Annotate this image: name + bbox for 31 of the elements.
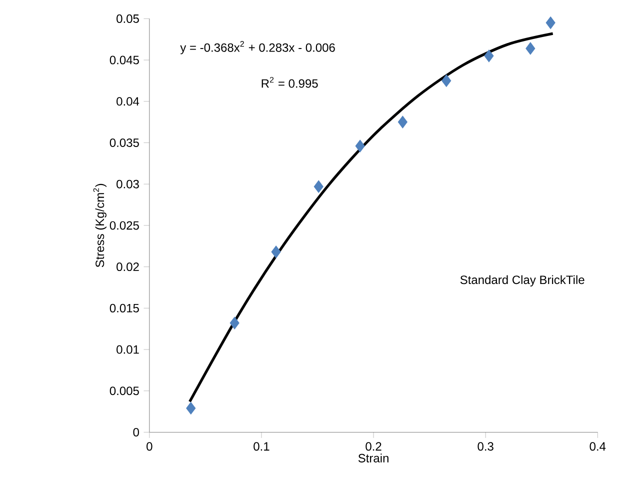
point — [546, 16, 556, 29]
y-axis-title: Stress (Kg/cm$^{2}$) — [93, 184, 106, 268]
y-tick-label: 0.045 — [110, 56, 139, 64]
point — [230, 316, 240, 330]
point — [442, 74, 452, 87]
x-tick-label: 0.3 — [478, 442, 494, 451]
y-tick-label: 0.04 — [116, 97, 140, 106]
y-tick-label: 0.025 — [110, 221, 139, 230]
point — [398, 116, 408, 128]
y-tick-label: 0.005 — [110, 386, 139, 395]
point — [355, 140, 365, 152]
y-tick-label: 0.01 — [116, 345, 139, 354]
x-tick-label: 0 — [146, 442, 152, 451]
point — [314, 180, 324, 193]
point — [271, 246, 281, 258]
y-tick-label: 0.02 — [116, 262, 139, 271]
x-tick-label: 0.2 — [366, 442, 382, 451]
y-tick-label: 0.03 — [116, 180, 139, 188]
annotation: Standard Clay BrickTile — [460, 275, 584, 286]
point — [526, 42, 536, 55]
point — [484, 49, 494, 62]
x-tick-label: 0.4 — [590, 442, 606, 451]
y-tick-label: 0.05 — [116, 14, 139, 23]
y-tick-label: 0.015 — [110, 304, 139, 312]
annotation: R$^{2}$ = 0.995 — [262, 76, 318, 88]
point — [186, 402, 196, 414]
annotation: y = -0.368x$^{2}$ + 0.283x - 0.006 — [180, 40, 335, 54]
x-tick-label: 0.1 — [254, 442, 270, 451]
x-axis-title: Strain — [358, 453, 388, 462]
y-tick-label: 0 — [133, 428, 139, 436]
y-tick-label: 0.035 — [110, 138, 139, 147]
